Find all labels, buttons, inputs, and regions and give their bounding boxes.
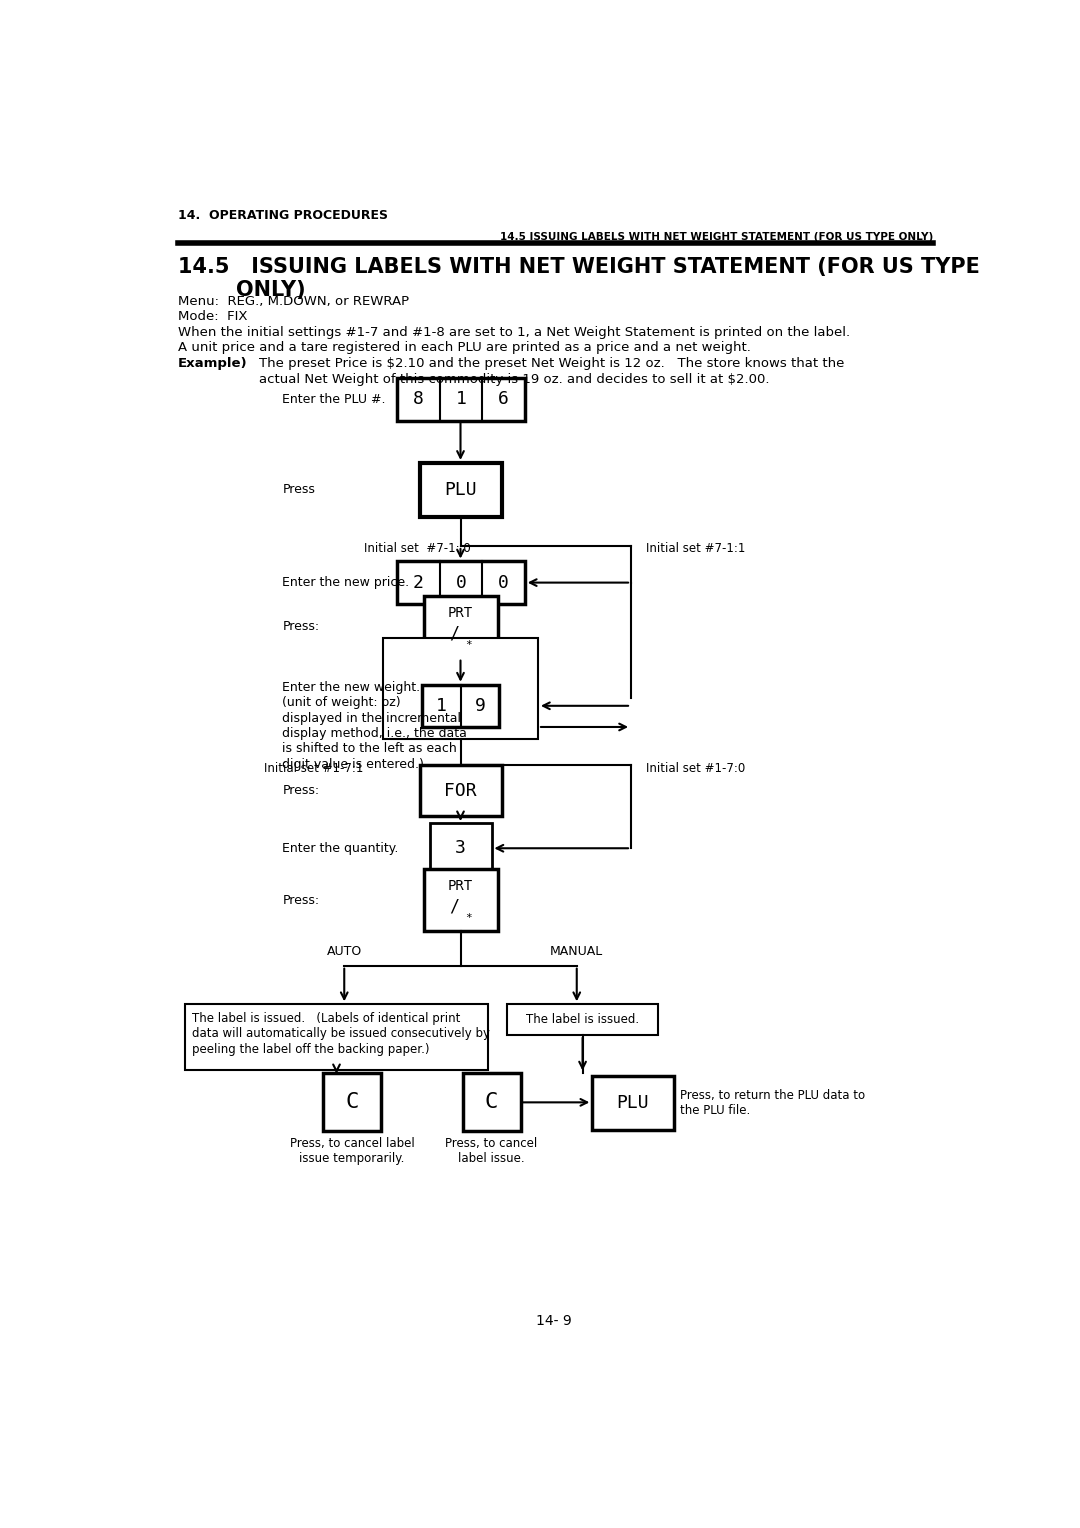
Text: A unit price and a tare registered in each PLU are printed as a price and a net : A unit price and a tare registered in ea… (177, 341, 751, 354)
Text: Enter the PLU #.: Enter the PLU #. (282, 393, 386, 406)
Text: 14.5 ISSUING LABELS WITH NET WEIGHT STATEMENT (FOR US TYPE ONLY): 14.5 ISSUING LABELS WITH NET WEIGHT STAT… (500, 232, 933, 241)
Text: PLU: PLU (617, 1094, 649, 1112)
Text: *: * (464, 914, 472, 923)
Bar (397, 377, 525, 420)
Text: 1: 1 (456, 390, 467, 408)
Text: Initial set #7-1:1: Initial set #7-1:1 (647, 542, 746, 555)
Text: PRT: PRT (448, 607, 473, 620)
Bar (422, 685, 499, 727)
Text: Press:: Press: (282, 784, 320, 798)
Text: Enter the quantity.: Enter the quantity. (282, 842, 399, 854)
Bar (323, 1074, 381, 1131)
Text: Example): Example) (177, 358, 247, 370)
Text: Press, to return the PLU data to
the PLU file.: Press, to return the PLU data to the PLU… (679, 1089, 865, 1117)
Text: 0: 0 (498, 573, 509, 591)
Bar (424, 869, 498, 931)
Bar (592, 1076, 674, 1129)
Text: digit value is entered.): digit value is entered.) (282, 758, 424, 770)
Text: Press: Press (282, 483, 315, 497)
Text: The preset Price is $2.10 and the preset Net Weight is 12 oz.   The store knows : The preset Price is $2.10 and the preset… (259, 358, 845, 370)
Text: displayed in the incremental: displayed in the incremental (282, 712, 461, 724)
Text: Press:: Press: (282, 894, 320, 906)
Bar (186, 1004, 488, 1070)
Text: 3: 3 (455, 839, 465, 857)
Text: C: C (485, 1093, 498, 1112)
Bar (507, 1004, 658, 1034)
Text: Initial set #1-7:1: Initial set #1-7:1 (265, 761, 364, 775)
Text: Initial set  #7-1: 0: Initial set #7-1: 0 (364, 542, 471, 555)
Text: /: / (449, 897, 459, 915)
Text: 14.  OPERATING PROCEDURES: 14. OPERATING PROCEDURES (177, 209, 388, 222)
Text: 14.5   ISSUING LABELS WITH NET WEIGHT STATEMENT (FOR US TYPE: 14.5 ISSUING LABELS WITH NET WEIGHT STAT… (177, 257, 980, 277)
Text: Menu:  REG., M.DOWN, or REWRAP: Menu: REG., M.DOWN, or REWRAP (177, 295, 408, 309)
Text: Press:: Press: (282, 620, 320, 634)
Text: 0: 0 (456, 573, 467, 591)
Text: PRT: PRT (448, 880, 473, 894)
Text: *: * (464, 640, 472, 649)
Text: actual Net Weight of this commodity is 19 oz. and decides to sell it at $2.00.: actual Net Weight of this commodity is 1… (259, 373, 769, 385)
Text: The label is issued.   (Labels of identical print: The label is issued. (Labels of identica… (191, 1012, 460, 1025)
Text: data will automatically be issued consecutively by: data will automatically be issued consec… (191, 1027, 489, 1041)
Text: /: / (449, 623, 459, 642)
Text: 6: 6 (498, 390, 509, 408)
Text: 9: 9 (474, 697, 485, 715)
Text: Press, to cancel label
issue temporarily.: Press, to cancel label issue temporarily… (289, 1137, 415, 1166)
Text: Mode:  FIX: Mode: FIX (177, 310, 247, 324)
Text: When the initial settings #1-7 and #1-8 are set to 1, a Net Weight Statement is : When the initial settings #1-7 and #1-8 … (177, 325, 850, 339)
Bar (397, 561, 525, 604)
Bar (463, 1074, 521, 1131)
Text: is shifted to the left as each: is shifted to the left as each (282, 743, 457, 755)
Text: Initial set #1-7:0: Initial set #1-7:0 (647, 761, 746, 775)
Text: 2: 2 (413, 573, 423, 591)
Text: 1: 1 (435, 697, 446, 715)
Text: The label is issued.: The label is issued. (526, 1013, 639, 1027)
Text: C: C (346, 1093, 359, 1112)
Text: (unit of weight: oz): (unit of weight: oz) (282, 697, 401, 709)
Bar (420, 766, 501, 816)
Text: FOR: FOR (444, 781, 476, 799)
Text: ONLY): ONLY) (235, 280, 306, 301)
Text: Enter the new price.: Enter the new price. (282, 576, 409, 590)
Text: 14- 9: 14- 9 (536, 1314, 571, 1328)
Text: peeling the label off the backing paper.): peeling the label off the backing paper.… (191, 1042, 429, 1056)
Text: Press, to cancel
label issue.: Press, to cancel label issue. (445, 1137, 538, 1166)
Bar (430, 824, 491, 874)
Text: AUTO: AUTO (326, 946, 362, 958)
Bar (420, 463, 501, 516)
Text: MANUAL: MANUAL (550, 946, 604, 958)
Text: 8: 8 (413, 390, 423, 408)
Text: PLU: PLU (444, 481, 476, 498)
Bar (424, 596, 498, 657)
Text: display method, i.e., the data: display method, i.e., the data (282, 727, 468, 740)
Bar (383, 639, 538, 738)
Text: Enter the new weight.: Enter the new weight. (282, 681, 420, 694)
